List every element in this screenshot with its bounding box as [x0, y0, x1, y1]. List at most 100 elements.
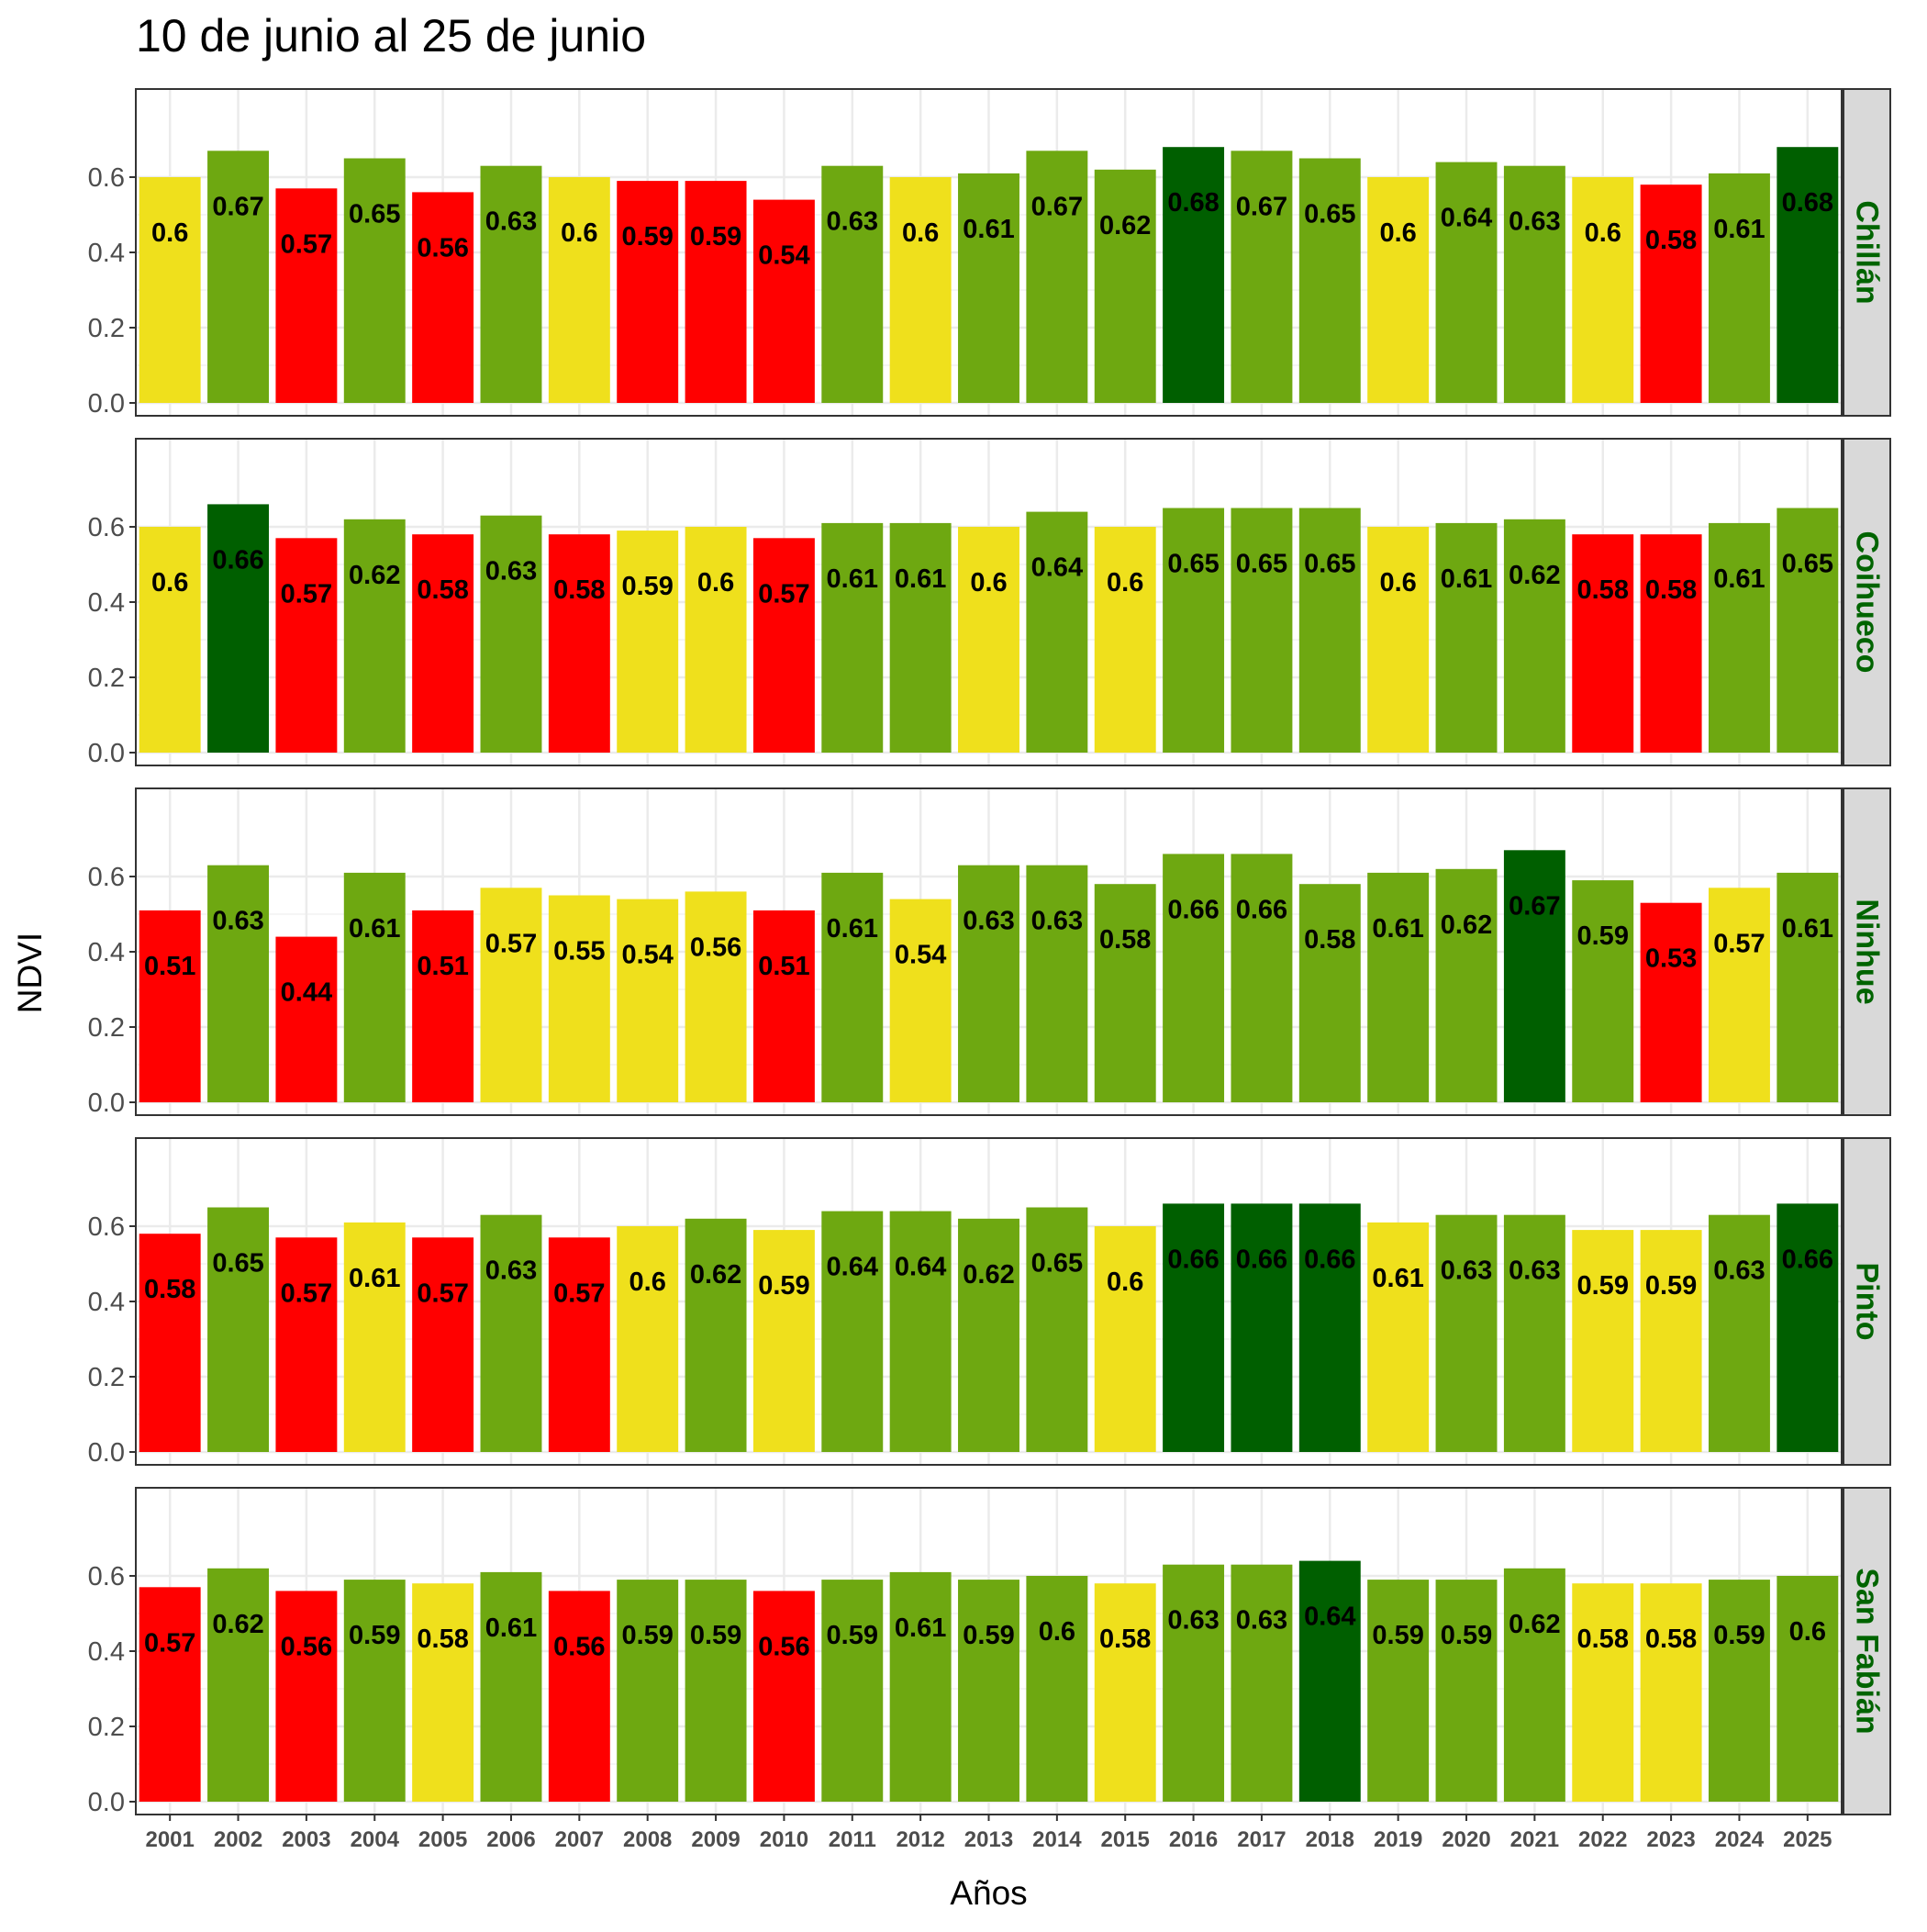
data-label: 0.65	[1304, 200, 1355, 229]
x-tick-label: 2025	[1783, 1827, 1832, 1852]
bar-2008	[617, 181, 679, 403]
x-tick-label: 2002	[214, 1827, 262, 1852]
y-tick-label: 0.6	[88, 513, 125, 542]
data-label: 0.59	[1577, 921, 1629, 951]
data-label: 0.56	[281, 1632, 332, 1661]
bar-2004	[343, 519, 406, 753]
bar-2018	[1298, 1203, 1361, 1452]
facet-strip	[1843, 1137, 1891, 1466]
panel-3: 0.58 0.65 0.57 0.61 0.57 0.63 0.57 0.6 0.62 0.59 0…	[88, 1137, 1891, 1468]
panel-2: 0.51 0.63 0.44 0.61 0.51 0.57 0.55 0.54 0.56 0.51…	[88, 787, 1891, 1118]
y-tick-label: 0.4	[88, 938, 125, 967]
bar-2010	[752, 910, 815, 1102]
data-label: 0.65	[212, 1249, 263, 1279]
bar-2023	[1640, 184, 1702, 403]
bar-2001	[139, 1234, 201, 1452]
bar-2014	[1026, 865, 1088, 1102]
bar-2001	[139, 527, 201, 753]
facet-label: Chillán	[1850, 200, 1885, 304]
data-label: 0.61	[349, 914, 400, 944]
bar-2009	[685, 527, 747, 753]
bar-2014	[1026, 1576, 1088, 1802]
bar-2021	[1503, 850, 1565, 1102]
data-label: 0.58	[1645, 226, 1697, 255]
data-label: 0.54	[758, 241, 809, 271]
x-tick-label: 2024	[1715, 1827, 1765, 1852]
data-label: 0.62	[1441, 910, 1492, 940]
bar-2012	[889, 899, 952, 1102]
data-label: 0.65	[1167, 550, 1219, 579]
data-label: 0.56	[690, 932, 741, 962]
x-tick-label: 2022	[1578, 1827, 1627, 1852]
data-label: 0.61	[1372, 914, 1423, 944]
data-label: 0.6	[629, 1268, 666, 1297]
bar-2005	[412, 910, 474, 1102]
data-label: 0.58	[144, 1275, 195, 1304]
bar-2020	[1435, 522, 1498, 753]
bar-2015	[1094, 527, 1156, 753]
bar-2008	[617, 1226, 679, 1452]
bar-2024	[1708, 522, 1770, 753]
x-tick-label: 2008	[623, 1827, 672, 1852]
x-tick-label: 2007	[555, 1827, 604, 1852]
bar-2002	[207, 1207, 270, 1452]
bar-2023	[1640, 1583, 1702, 1802]
x-tick-label: 2011	[829, 1827, 876, 1852]
bar-2009	[685, 891, 747, 1102]
bar-2005	[412, 1237, 474, 1452]
data-label: 0.65	[1031, 1249, 1083, 1279]
data-label: 0.61	[349, 1264, 400, 1293]
data-label: 0.57	[485, 929, 537, 958]
data-label: 0.53	[1645, 944, 1697, 974]
data-label: 0.63	[827, 207, 878, 237]
data-label: 0.63	[212, 907, 263, 936]
bar-2021	[1503, 1568, 1565, 1802]
bar-2006	[480, 1571, 542, 1802]
bar-2011	[821, 522, 884, 753]
data-label: 0.67	[1031, 192, 1083, 221]
data-label: 0.62	[1509, 561, 1560, 590]
data-label: 0.61	[827, 564, 878, 594]
data-label: 0.6	[1039, 1617, 1075, 1647]
bar-2020	[1435, 162, 1498, 403]
facet-strip	[1843, 88, 1891, 417]
y-tick-label: 0.0	[88, 739, 125, 768]
bar-2009	[685, 181, 747, 403]
data-label: 0.6	[561, 218, 597, 248]
bar-2008	[617, 899, 679, 1102]
data-label: 0.56	[553, 1632, 605, 1661]
data-label: 0.61	[827, 914, 878, 944]
data-label: 0.59	[690, 1621, 741, 1650]
x-tick-label: 2004	[351, 1827, 400, 1852]
x-tick-label: 2003	[282, 1827, 330, 1852]
data-label: 0.57	[281, 1279, 332, 1308]
data-label: 0.63	[1713, 1256, 1765, 1286]
data-label: 0.59	[1577, 1271, 1629, 1301]
bar-2007	[548, 534, 610, 753]
bar-2012	[889, 522, 952, 753]
bar-2022	[1572, 880, 1634, 1102]
y-tick-label: 0.4	[88, 588, 125, 618]
panel-1: 0.6 0.66 0.57 0.62 0.58 0.63 0.58 0.59 0.6 0.57 0.…	[88, 438, 1891, 768]
bar-2017	[1231, 508, 1293, 753]
bar-2018	[1298, 884, 1361, 1102]
data-label: 0.58	[553, 575, 605, 605]
bar-2006	[480, 1214, 542, 1452]
data-label: 0.65	[349, 200, 400, 229]
y-tick-label: 0.2	[88, 314, 125, 343]
data-label: 0.61	[1713, 564, 1765, 594]
bar-2012	[889, 177, 952, 403]
bar-2022	[1572, 534, 1634, 753]
bar-2002	[207, 151, 270, 404]
y-tick-label: 0.0	[88, 1438, 125, 1468]
data-label: 0.63	[485, 557, 537, 586]
data-label: 0.63	[485, 1256, 537, 1286]
data-label: 0.62	[690, 1260, 741, 1290]
bar-2003	[275, 188, 338, 403]
bar-2019	[1367, 177, 1430, 403]
y-tick-label: 0.6	[88, 1562, 125, 1591]
bar-2015	[1094, 1226, 1156, 1452]
bar-2013	[958, 173, 1019, 403]
data-label: 0.67	[1236, 192, 1287, 221]
bar-2016	[1163, 508, 1225, 753]
